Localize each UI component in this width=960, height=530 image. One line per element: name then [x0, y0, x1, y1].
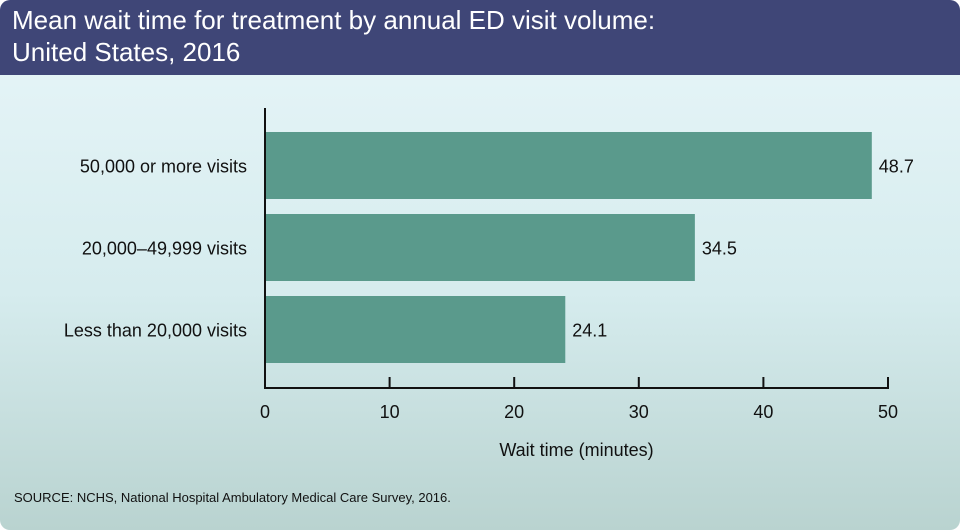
x-tick-label-5: 50 — [878, 402, 898, 422]
bar-2 — [265, 296, 566, 363]
bar-0 — [265, 132, 872, 199]
value-label-2: 24.1 — [572, 321, 607, 341]
bar-1 — [265, 214, 695, 281]
category-label-1: 20,000–49,999 visits — [82, 239, 247, 259]
x-axis-title: Wait time (minutes) — [499, 440, 653, 460]
value-label-0: 48.7 — [879, 157, 914, 177]
x-tick-label-0: 0 — [260, 402, 270, 422]
x-tick-label-3: 30 — [629, 402, 649, 422]
category-label-2: Less than 20,000 visits — [64, 321, 247, 341]
title-banner: Mean wait time for treatment by annual E… — [0, 0, 960, 75]
source-note: SOURCE: NCHS, National Hospital Ambulato… — [14, 490, 451, 505]
chart-title-line-2: United States, 2016 — [12, 37, 241, 67]
x-tick-label-2: 20 — [504, 402, 524, 422]
value-label-1: 34.5 — [702, 239, 737, 259]
x-tick-label-1: 10 — [380, 402, 400, 422]
x-tick-label-4: 40 — [753, 402, 773, 422]
chart-title-line-1: Mean wait time for treatment by annual E… — [12, 5, 656, 35]
category-label-0: 50,000 or more visits — [80, 157, 247, 177]
bar-chart: 50,000 or more visits 48.7 20,000–49,999 v… — [64, 108, 914, 460]
